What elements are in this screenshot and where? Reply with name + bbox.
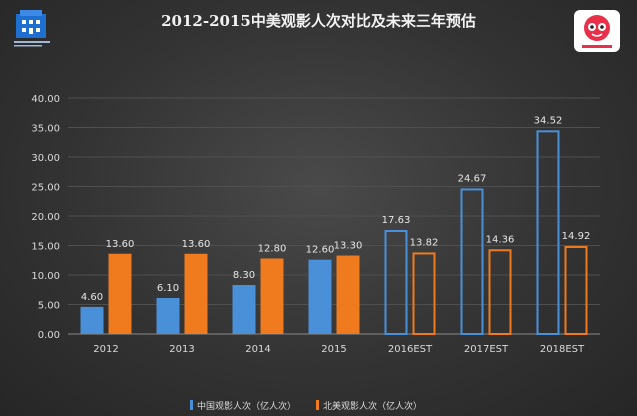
bar-north-america: [260, 258, 284, 334]
data-label: 13.30: [334, 241, 363, 252]
bar-china: [156, 298, 180, 334]
data-label: 13.60: [106, 239, 135, 250]
y-tick-label: 0.00: [38, 330, 60, 341]
x-tick-label: 2016EST: [388, 344, 433, 355]
legend-label: 中国观影人次（亿人次）: [197, 400, 296, 412]
x-tick-label: 2013: [169, 344, 194, 355]
x-tick-label: 2018EST: [540, 344, 585, 355]
data-label: 4.60: [81, 292, 103, 303]
bar-north-america-estimated: [488, 249, 512, 335]
legend-label: 北美观影人次（亿人次）: [323, 400, 422, 412]
data-label: 13.60: [182, 239, 211, 250]
bar-china-estimated: [460, 188, 484, 335]
y-tick-label: 30.00: [31, 153, 60, 164]
y-tick-label: 15.00: [31, 242, 60, 253]
bar-north-america: [108, 253, 132, 334]
bar-north-america: [184, 253, 208, 334]
bar-north-america: [336, 255, 360, 334]
building-logo-icon: [12, 8, 54, 52]
x-tick-label: 2014: [245, 344, 270, 355]
chart-title: 2012-2015中美观影人次对比及未来三年预估: [161, 12, 476, 30]
bar-china: [80, 306, 104, 334]
y-tick-label: 40.00: [31, 94, 60, 105]
data-label: 13.82: [410, 237, 439, 248]
data-label: 17.63: [382, 215, 411, 226]
data-label: 14.92: [562, 231, 591, 242]
bar-north-america-estimated: [412, 252, 436, 336]
bar-north-america-estimated: [564, 245, 588, 335]
legend-swatch: [316, 400, 319, 410]
x-tick-label: 2017EST: [464, 344, 509, 355]
data-label: 24.67: [458, 173, 487, 184]
y-tick-label: 35.00: [31, 124, 60, 135]
bar-china-estimated: [384, 229, 408, 335]
bar-china-estimated: [536, 130, 560, 335]
data-label: 6.10: [157, 283, 179, 294]
data-label: 12.60: [306, 245, 335, 256]
x-tick-label: 2012: [93, 344, 118, 355]
y-tick-label: 10.00: [31, 271, 60, 282]
y-tick-label: 25.00: [31, 183, 60, 194]
legend-swatch: [190, 400, 193, 410]
data-label: 12.80: [258, 243, 287, 254]
x-tick-label: 2015: [321, 344, 346, 355]
y-tick-label: 20.00: [31, 212, 60, 223]
data-label: 34.52: [534, 115, 563, 126]
data-label: 8.30: [233, 270, 255, 281]
data-label: 14.36: [486, 234, 515, 245]
y-tick-label: 5.00: [38, 301, 60, 312]
bar-china: [232, 285, 256, 334]
bar-china: [308, 259, 332, 334]
cartoon-face-logo-icon: [574, 10, 620, 56]
